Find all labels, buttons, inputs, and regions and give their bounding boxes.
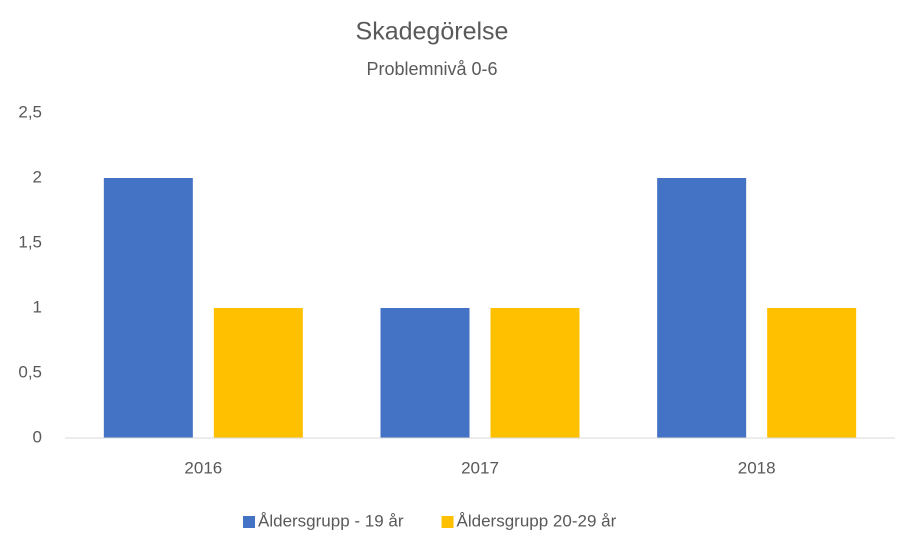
bar (380, 308, 470, 438)
x-tick-label: 2017 (461, 458, 499, 477)
legend-swatch (441, 516, 454, 528)
y-tick-label: 2 (33, 167, 42, 186)
y-tick-label: 0 (33, 427, 42, 446)
chart-title: Skadegörelse (356, 18, 509, 46)
bar (657, 178, 747, 438)
legend-swatch (243, 516, 255, 528)
y-tick-label: 0,5 (18, 362, 42, 381)
bar (490, 308, 580, 438)
bar (213, 308, 303, 438)
y-tick-label: 2,5 (18, 102, 42, 121)
legend-label: Åldersgrupp 20-29 år (457, 511, 617, 530)
chart-subtitle: Problemnivå 0-6 (366, 59, 497, 79)
legend-label: Åldersgrupp - 19 år (258, 511, 404, 530)
x-tick-label: 2018 (738, 458, 776, 477)
x-tick-label: 2016 (184, 458, 222, 477)
y-tick-label: 1,5 (18, 232, 42, 251)
y-tick-label: 1 (33, 297, 42, 316)
bar (767, 308, 857, 438)
bar (103, 178, 193, 438)
